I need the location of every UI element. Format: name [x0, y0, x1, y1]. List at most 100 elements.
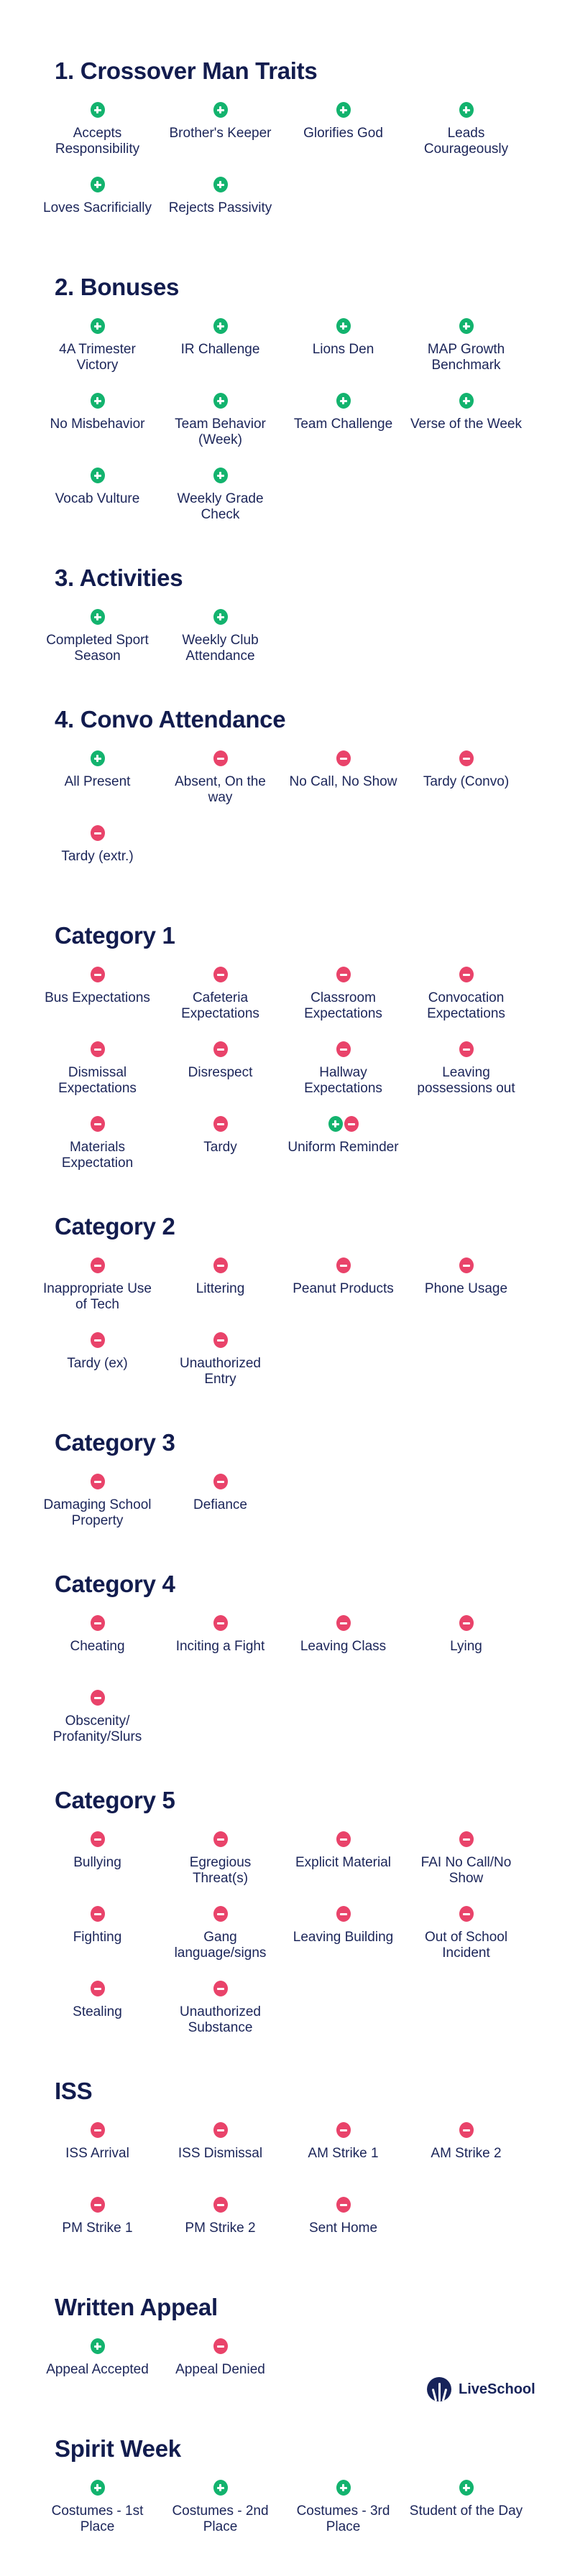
- behavior-icons: [459, 102, 474, 118]
- behavior-item[interactable]: No Call, No Show: [282, 750, 405, 825]
- behavior-item[interactable]: Uniform Reminder: [282, 1116, 405, 1191]
- behavior-icons: [213, 1615, 228, 1631]
- behavior-item[interactable]: Brother's Keeper: [159, 102, 282, 177]
- behavior-item[interactable]: Explicit Material: [282, 1831, 405, 1906]
- behavior-icons: [336, 393, 351, 409]
- behavior-icons: [213, 2338, 228, 2354]
- behavior-item[interactable]: ISS Arrival: [36, 2122, 159, 2197]
- behavior-item[interactable]: Classroom Expectations: [282, 967, 405, 1041]
- behavior-label: AM Strike 2: [431, 2146, 502, 2161]
- section: Category 5 Bullying Egregious Threat(s) Exp…: [0, 1786, 575, 2055]
- behavior-item[interactable]: Fighting: [36, 1906, 159, 1981]
- behavior-item[interactable]: Leaving Building: [282, 1906, 405, 1981]
- behavior-item[interactable]: MAP Growth Benchmark: [405, 318, 528, 393]
- behavior-item[interactable]: Vocab Vulture: [36, 468, 159, 542]
- behavior-icons: [459, 2122, 474, 2138]
- plus-circle-icon: [336, 102, 351, 118]
- behavior-item[interactable]: Tardy: [159, 1116, 282, 1191]
- behavior-item[interactable]: Absent, On the way: [159, 750, 282, 825]
- behavior-item[interactable]: PM Strike 1: [36, 2197, 159, 2272]
- behavior-item[interactable]: All Present: [36, 750, 159, 825]
- behavior-item[interactable]: Cafeteria Expectations: [159, 967, 282, 1041]
- behavior-item[interactable]: Dismissal Expectations: [36, 1041, 159, 1116]
- behavior-item[interactable]: Leaving possessions out: [405, 1041, 528, 1116]
- behavior-item[interactable]: IR Challenge: [159, 318, 282, 393]
- behavior-item[interactable]: Convocation Expectations: [405, 967, 528, 1041]
- behavior-item[interactable]: Unauthorized Entry: [159, 1332, 282, 1407]
- behavior-icons: [336, 1615, 351, 1631]
- behavior-item[interactable]: Verse of the Week: [405, 393, 528, 468]
- behavior-item[interactable]: Accepts Responsibility: [36, 102, 159, 177]
- behavior-item[interactable]: Team Behavior (Week): [159, 393, 282, 468]
- behavior-item[interactable]: Peanut Products: [282, 1257, 405, 1332]
- behavior-item[interactable]: Littering: [159, 1257, 282, 1332]
- behavior-item[interactable]: 4A Trimester Victory: [36, 318, 159, 393]
- behavior-item[interactable]: Bullying: [36, 1831, 159, 1906]
- plus-circle-icon: [213, 102, 228, 118]
- behavior-item[interactable]: Bus Expectations: [36, 967, 159, 1041]
- behavior-grid: Accepts Responsibility Brother's Keeper Gl…: [36, 102, 575, 251]
- behavior-item[interactable]: Tardy (ex): [36, 1332, 159, 1407]
- behavior-label: Leaving Building: [293, 1930, 394, 1945]
- behavior-item[interactable]: Out of School Incident: [405, 1906, 528, 1981]
- behavior-item[interactable]: AM Strike 2: [405, 2122, 528, 2197]
- behavior-label: Obscenity/ Profanity/Slurs: [52, 1714, 142, 1744]
- behavior-item[interactable]: ISS Dismissal: [159, 2122, 282, 2197]
- behavior-item[interactable]: Costumes - 3rd Place: [282, 2480, 405, 2554]
- section-title: Written Appeal: [55, 2294, 218, 2320]
- behavior-item[interactable]: No Misbehavior: [36, 393, 159, 468]
- behavior-item[interactable]: Student of the Day: [405, 2480, 528, 2554]
- behavior-item[interactable]: Appeal Accepted: [36, 2338, 159, 2413]
- behavior-item[interactable]: Hallway Expectations: [282, 1041, 405, 1116]
- plus-circle-icon: [336, 393, 351, 409]
- plus-circle-icon: [90, 393, 105, 409]
- minus-circle-icon: [459, 2122, 474, 2138]
- plus-circle-icon: [328, 1116, 343, 1132]
- behavior-item[interactable]: Materials Expectation: [36, 1116, 159, 1191]
- behavior-icons: [90, 1332, 105, 1348]
- behavior-label: Weekly Club Attendance: [182, 633, 259, 664]
- behavior-item[interactable]: Leaving Class: [282, 1615, 405, 1690]
- plus-circle-icon: [213, 609, 228, 625]
- behavior-item[interactable]: Costumes - 2nd Place: [159, 2480, 282, 2554]
- behavior-item[interactable]: Unauthorized Substance: [159, 1981, 282, 2055]
- behavior-label: Out of School Incident: [424, 1930, 508, 1961]
- behavior-item[interactable]: Sent Home: [282, 2197, 405, 2272]
- behavior-item[interactable]: Loves Sacrificially: [36, 177, 159, 251]
- behavior-item[interactable]: Obscenity/ Profanity/Slurs: [36, 1690, 159, 1764]
- behavior-item[interactable]: Egregious Threat(s): [159, 1831, 282, 1906]
- behavior-item[interactable]: Inappropriate Use of Tech: [36, 1257, 159, 1332]
- behavior-item[interactable]: Cheating: [36, 1615, 159, 1690]
- behavior-item[interactable]: Weekly Club Attendance: [159, 609, 282, 684]
- behavior-item[interactable]: Leads Courageously: [405, 102, 528, 177]
- behavior-item[interactable]: PM Strike 2: [159, 2197, 282, 2272]
- behavior-item[interactable]: Weekly Grade Check: [159, 468, 282, 542]
- behavior-item[interactable]: Rejects Passivity: [159, 177, 282, 251]
- behavior-item[interactable]: Glorifies God: [282, 102, 405, 177]
- minus-circle-icon: [213, 2338, 228, 2354]
- behavior-item[interactable]: Team Challenge: [282, 393, 405, 468]
- behavior-icons: [90, 1474, 105, 1489]
- behavior-grid: Completed Sport Season Weekly Club Attend…: [36, 609, 575, 684]
- section-title: ISS: [55, 2078, 93, 2104]
- behavior-item[interactable]: Completed Sport Season: [36, 609, 159, 684]
- behavior-item[interactable]: Damaging School Property: [36, 1474, 159, 1548]
- section-title: 2. Bonuses: [55, 274, 180, 300]
- behavior-item[interactable]: AM Strike 1: [282, 2122, 405, 2197]
- behavior-item[interactable]: Defiance: [159, 1474, 282, 1548]
- behavior-item[interactable]: Lions Den: [282, 318, 405, 393]
- minus-circle-icon: [90, 1332, 105, 1348]
- behavior-item[interactable]: Appeal Denied: [159, 2338, 282, 2413]
- behavior-label: Dismissal Expectations: [58, 1065, 137, 1096]
- behavior-item[interactable]: Phone Usage: [405, 1257, 528, 1332]
- behavior-icons: [90, 2338, 105, 2354]
- behavior-item[interactable]: Inciting a Fight: [159, 1615, 282, 1690]
- behavior-item[interactable]: Tardy (extr.): [36, 825, 159, 900]
- behavior-item[interactable]: Stealing: [36, 1981, 159, 2055]
- behavior-item[interactable]: Lying: [405, 1615, 528, 1690]
- behavior-item[interactable]: FAI No Call/No Show: [405, 1831, 528, 1906]
- behavior-item[interactable]: Tardy (Convo): [405, 750, 528, 825]
- behavior-item[interactable]: Gang language/signs: [159, 1906, 282, 1981]
- behavior-item[interactable]: Disrespect: [159, 1041, 282, 1116]
- behavior-item[interactable]: Costumes - 1st Place: [36, 2480, 159, 2554]
